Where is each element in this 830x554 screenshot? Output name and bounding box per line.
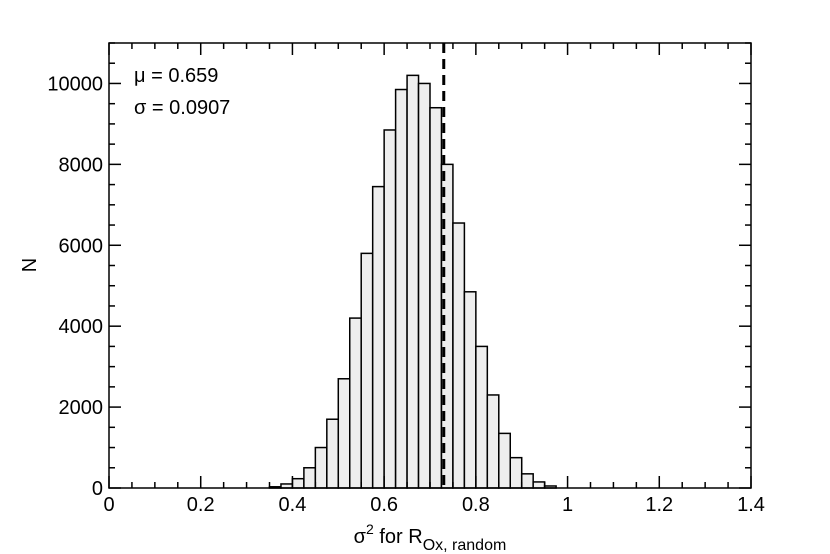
histogram-bar-10 — [383, 129, 397, 489]
histogram-bar-3 — [303, 467, 317, 489]
y-axis-tick-labels: 0 2000 4000 6000 8000 10000 — [47, 73, 103, 500]
x-axis-title-superscript: 2 — [366, 521, 374, 537]
histogram-bar-19 — [486, 394, 500, 489]
histogram-bar-22 — [520, 473, 534, 489]
y-tick-label: 0 — [92, 478, 103, 500]
axis-ticks — [108, 42, 752, 489]
y-axis-title: N — [19, 258, 41, 272]
histogram-bar-14 — [429, 106, 443, 489]
x-tick-label: 0.6 — [370, 494, 398, 516]
x-tick-label: 1 — [562, 494, 573, 516]
histogram-bar-5 — [326, 418, 340, 489]
y-tick-label: 2000 — [59, 397, 104, 419]
x-axis-title-middle: for R — [374, 526, 423, 548]
histogram-bar-11 — [394, 88, 408, 489]
histogram-bar-13 — [417, 82, 431, 489]
x-axis-title-subscript: Ox, random — [423, 537, 507, 554]
sigma-annotation: σ = 0.0907 — [134, 97, 230, 119]
histogram-bar-20 — [498, 432, 511, 489]
histogram-bar-21 — [509, 456, 523, 489]
histogram-bar-2 — [291, 477, 305, 489]
histogram-bar-16 — [452, 222, 466, 489]
x-tick-label: 0.4 — [279, 494, 307, 516]
histogram-bar-6 — [337, 378, 351, 489]
x-tick-label: 1.2 — [645, 494, 673, 516]
histogram-bar-7 — [349, 317, 362, 489]
histogram-bar-9 — [371, 185, 385, 489]
histogram-bar-12 — [406, 74, 420, 489]
x-tick-label: 0.8 — [462, 494, 490, 516]
y-tick-label: 10000 — [47, 73, 103, 95]
histogram-bar-8 — [360, 252, 374, 489]
x-axis-title-prefix: σ — [354, 526, 367, 548]
histogram-bar-4 — [314, 446, 328, 489]
histogram-bar-17 — [463, 291, 477, 489]
x-axis-tick-labels: 0 0.2 0.4 0.6 0.8 1 1.2 1.4 — [103, 494, 764, 516]
y-tick-label: 6000 — [59, 235, 104, 257]
y-tick-label: 8000 — [59, 154, 104, 176]
x-axis-title: σ2 for ROx, random — [354, 521, 507, 554]
x-tick-label: 0.2 — [187, 494, 215, 516]
histogram-bar-18 — [475, 345, 489, 489]
mean-annotation: μ = 0.659 — [134, 65, 218, 87]
x-tick-label: 1.4 — [737, 494, 765, 516]
histogram-bar-23 — [532, 481, 546, 489]
histogram-bars — [268, 74, 557, 489]
x-tick-label: 0 — [103, 494, 114, 516]
y-tick-label: 4000 — [59, 316, 104, 338]
